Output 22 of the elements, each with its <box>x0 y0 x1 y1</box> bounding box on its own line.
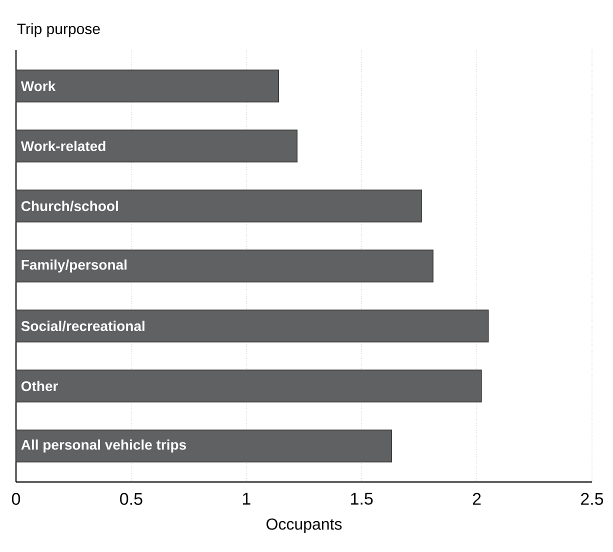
x-tick-label: 2 <box>472 492 481 505</box>
y-tick-label: Work <box>20 80 56 92</box>
x-tick-label: 1 <box>242 492 250 505</box>
bar <box>16 190 422 222</box>
y-tick-label: Church/school <box>21 200 118 212</box>
bar <box>16 130 298 162</box>
y-axis-title: Trip purpose <box>17 23 100 38</box>
x-tick-label: 2.5 <box>581 492 604 505</box>
bar <box>16 370 482 402</box>
bar <box>16 70 280 102</box>
y-tick-label: Work-related <box>20 140 106 152</box>
bar <box>16 430 392 462</box>
y-tick-label: Social/recreational <box>21 320 144 332</box>
bar <box>16 250 434 282</box>
bar <box>16 310 489 342</box>
x-axis-title: Occupants <box>266 518 342 533</box>
y-tick-label: Other <box>21 380 58 392</box>
y-tick-label: Family/personal <box>22 259 126 273</box>
y-tick-label: All personal vehicle trips <box>21 439 186 453</box>
x-tick-label: 1.5 <box>351 492 373 505</box>
x-tick-label: 0.5 <box>120 492 142 505</box>
x-tick-label: 0 <box>12 492 20 505</box>
